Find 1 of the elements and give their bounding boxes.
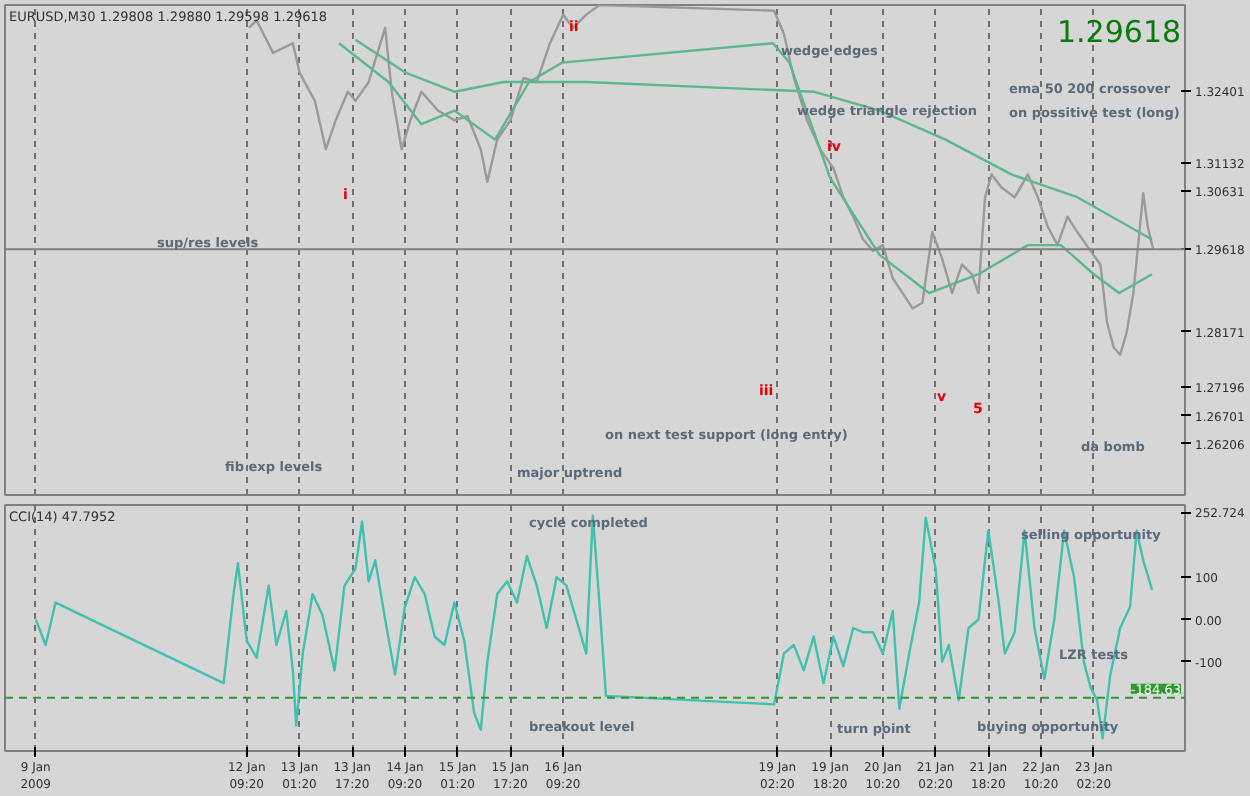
annotation: 1.29618: [1057, 14, 1182, 50]
